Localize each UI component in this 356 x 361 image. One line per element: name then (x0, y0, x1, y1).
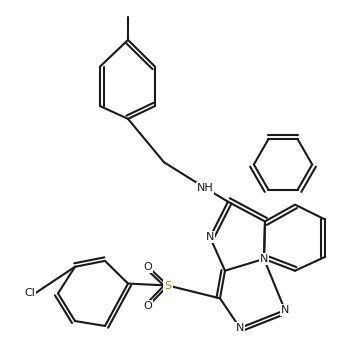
Text: NH: NH (197, 183, 213, 193)
Text: N: N (236, 323, 244, 333)
Text: O: O (143, 262, 152, 272)
Text: O: O (143, 301, 152, 311)
Text: Cl: Cl (24, 288, 35, 299)
Text: S: S (164, 280, 172, 291)
Text: N: N (206, 232, 214, 242)
Text: N: N (260, 254, 268, 264)
Text: N: N (281, 305, 289, 315)
